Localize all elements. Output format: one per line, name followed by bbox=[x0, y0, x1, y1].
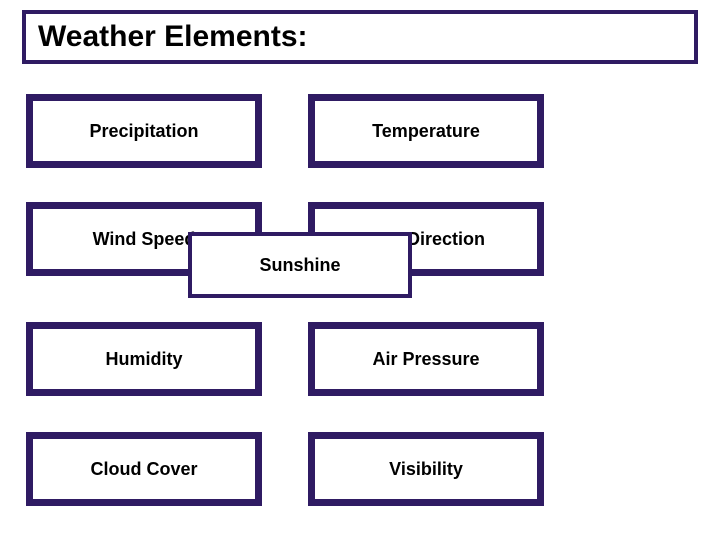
label-visibility: Visibility bbox=[315, 459, 537, 480]
diagram-stage: Weather Elements: Precipitation Temperat… bbox=[0, 0, 720, 540]
label-humidity: Humidity bbox=[33, 349, 255, 370]
box-visibility: Visibility bbox=[308, 432, 544, 506]
label-air-pressure: Air Pressure bbox=[315, 349, 537, 370]
title-label: Weather Elements: bbox=[26, 20, 694, 54]
box-air-pressure: Air Pressure bbox=[308, 322, 544, 396]
box-temperature: Temperature bbox=[308, 94, 544, 168]
box-sunshine: Sunshine bbox=[188, 232, 412, 298]
label-cloud-cover: Cloud Cover bbox=[33, 459, 255, 480]
box-precipitation: Precipitation bbox=[26, 94, 262, 168]
box-cloud-cover: Cloud Cover bbox=[26, 432, 262, 506]
label-sunshine: Sunshine bbox=[192, 255, 408, 276]
title-box: Weather Elements: bbox=[22, 10, 698, 64]
label-temperature: Temperature bbox=[315, 121, 537, 142]
box-humidity: Humidity bbox=[26, 322, 262, 396]
label-precipitation: Precipitation bbox=[33, 121, 255, 142]
